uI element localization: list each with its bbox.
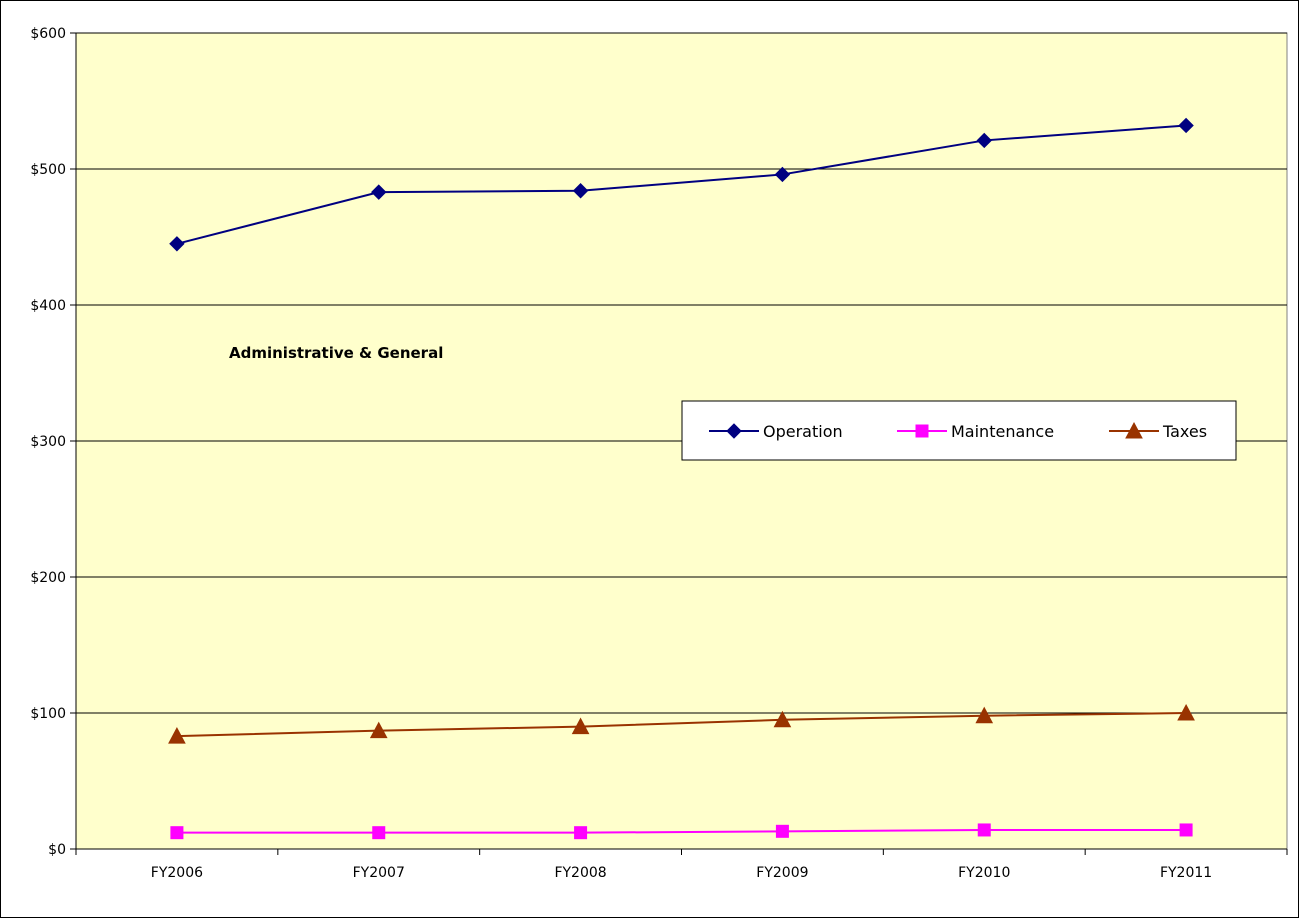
operation-point: [572, 183, 589, 199]
legend-taxes-label: Taxes: [1162, 422, 1207, 441]
x-tick-label: FY2011: [1160, 865, 1212, 881]
y-tick-label: $100: [30, 706, 66, 722]
maintenance-line: [176, 828, 1187, 834]
operation-point: [976, 132, 992, 149]
x-tick-label: FY2010: [958, 865, 1010, 881]
operation-line: [176, 124, 1187, 245]
taxes-point: [975, 706, 994, 724]
taxes-point: [773, 710, 792, 728]
y-tick-label: $300: [30, 434, 66, 450]
taxes-line: [176, 712, 1187, 738]
taxes-point: [1177, 703, 1195, 721]
y-tick-label: $0: [48, 842, 66, 858]
x-tick-label: FY2006: [151, 865, 203, 881]
maintenance-point: [574, 826, 588, 840]
operation-point: [1178, 117, 1194, 134]
operation-point: [371, 184, 387, 200]
y-tick-label: $400: [30, 298, 66, 314]
maintenance-point: [775, 824, 789, 838]
legend-taxes-marker: [1125, 421, 1143, 439]
x-tick-label: FY2008: [554, 865, 606, 881]
taxes-point: [369, 721, 388, 739]
legend-maintenance-marker: [915, 424, 929, 438]
maintenance-point: [1179, 823, 1193, 837]
x-tick-label: FY2009: [756, 865, 808, 881]
maintenance-point: [977, 823, 991, 837]
chart-annotation: Administrative & General: [229, 344, 443, 362]
legend: Operation Maintenance Taxes: [681, 400, 1237, 461]
taxes-point: [571, 717, 590, 735]
legend-operation-label: Operation: [763, 422, 843, 441]
y-tick-label: $600: [30, 26, 66, 42]
operation-point: [774, 166, 791, 183]
maintenance-point: [170, 826, 184, 840]
legend-maintenance-label: Maintenance: [951, 422, 1054, 441]
maintenance-point: [372, 826, 386, 840]
operation-point: [169, 236, 185, 252]
taxes-point: [168, 727, 186, 744]
y-tick-label: $500: [30, 162, 66, 178]
legend-operation-marker: [726, 423, 742, 439]
x-tick-label: FY2007: [353, 865, 405, 881]
y-tick-label: $200: [30, 570, 66, 586]
